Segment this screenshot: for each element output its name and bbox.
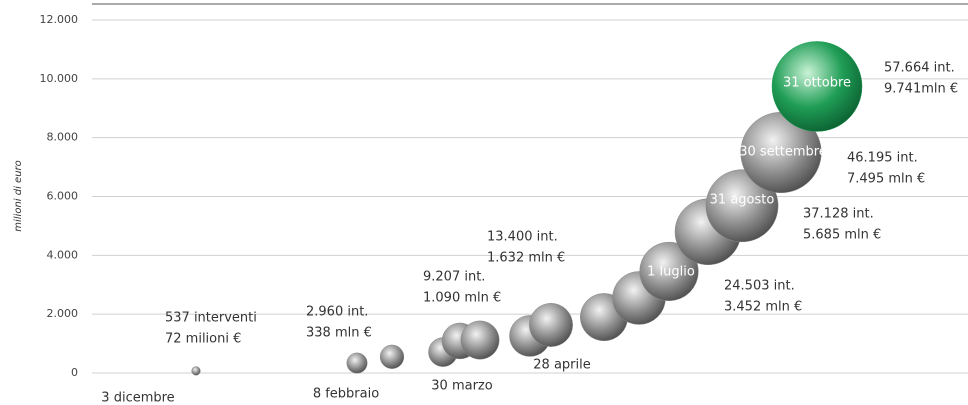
y-tick-label: 12.000 [40,13,79,26]
x-tick-label: 30 marzo [431,379,492,394]
annotation: 37.128 int. [803,207,874,222]
bubble [346,352,368,374]
bubble [379,344,405,369]
x-tick-label: 1 luglio [647,265,695,280]
bubble [191,366,201,376]
annotation: 1.090 mln € [423,291,501,306]
x-tick-label: 31 ottobre [783,76,851,91]
y-tick-label: 10.000 [40,72,79,85]
x-tick-label: 28 aprile [533,358,590,373]
annotation: 1.632 mln € [487,251,565,266]
annotation: 9.741mln € [884,82,958,97]
y-tick-label: 6.000 [47,190,79,203]
annotation: 2.960 int. [306,305,368,320]
annotation: 338 mln € [306,326,372,341]
bubble [639,241,699,302]
bubble [771,41,863,132]
x-tick-label: 8 febbraio [313,387,379,402]
y-tick-label: 0 [71,366,78,379]
y-axis-label: milioni di euro [13,160,24,232]
bubble [705,169,779,243]
annotation: 57.664 int. [884,61,955,76]
bubble [460,320,500,360]
x-tick-label: 3 dicembre [101,391,174,405]
y-tick-label: 2.000 [47,307,79,320]
annotation: 5.685 mln € [803,228,881,243]
bubble [529,303,573,347]
y-tick-label: 8.000 [47,131,79,144]
annotation: 72 milioni € [165,332,241,347]
annotation: 13.400 int. [487,230,558,245]
annotation: 9.207 int. [423,270,485,285]
y-tick-label: 4.000 [47,248,79,261]
annotation: 3.452 mln € [724,300,802,315]
annotation: 24.503 int. [724,279,795,294]
annotation: 537 interventi [165,311,257,326]
annotation: 7.495 mln € [847,172,925,187]
annotation: 46.195 int. [847,151,918,166]
x-tick-label: 30 settembre [739,145,827,160]
x-tick-label: 31 agosto [710,193,775,208]
